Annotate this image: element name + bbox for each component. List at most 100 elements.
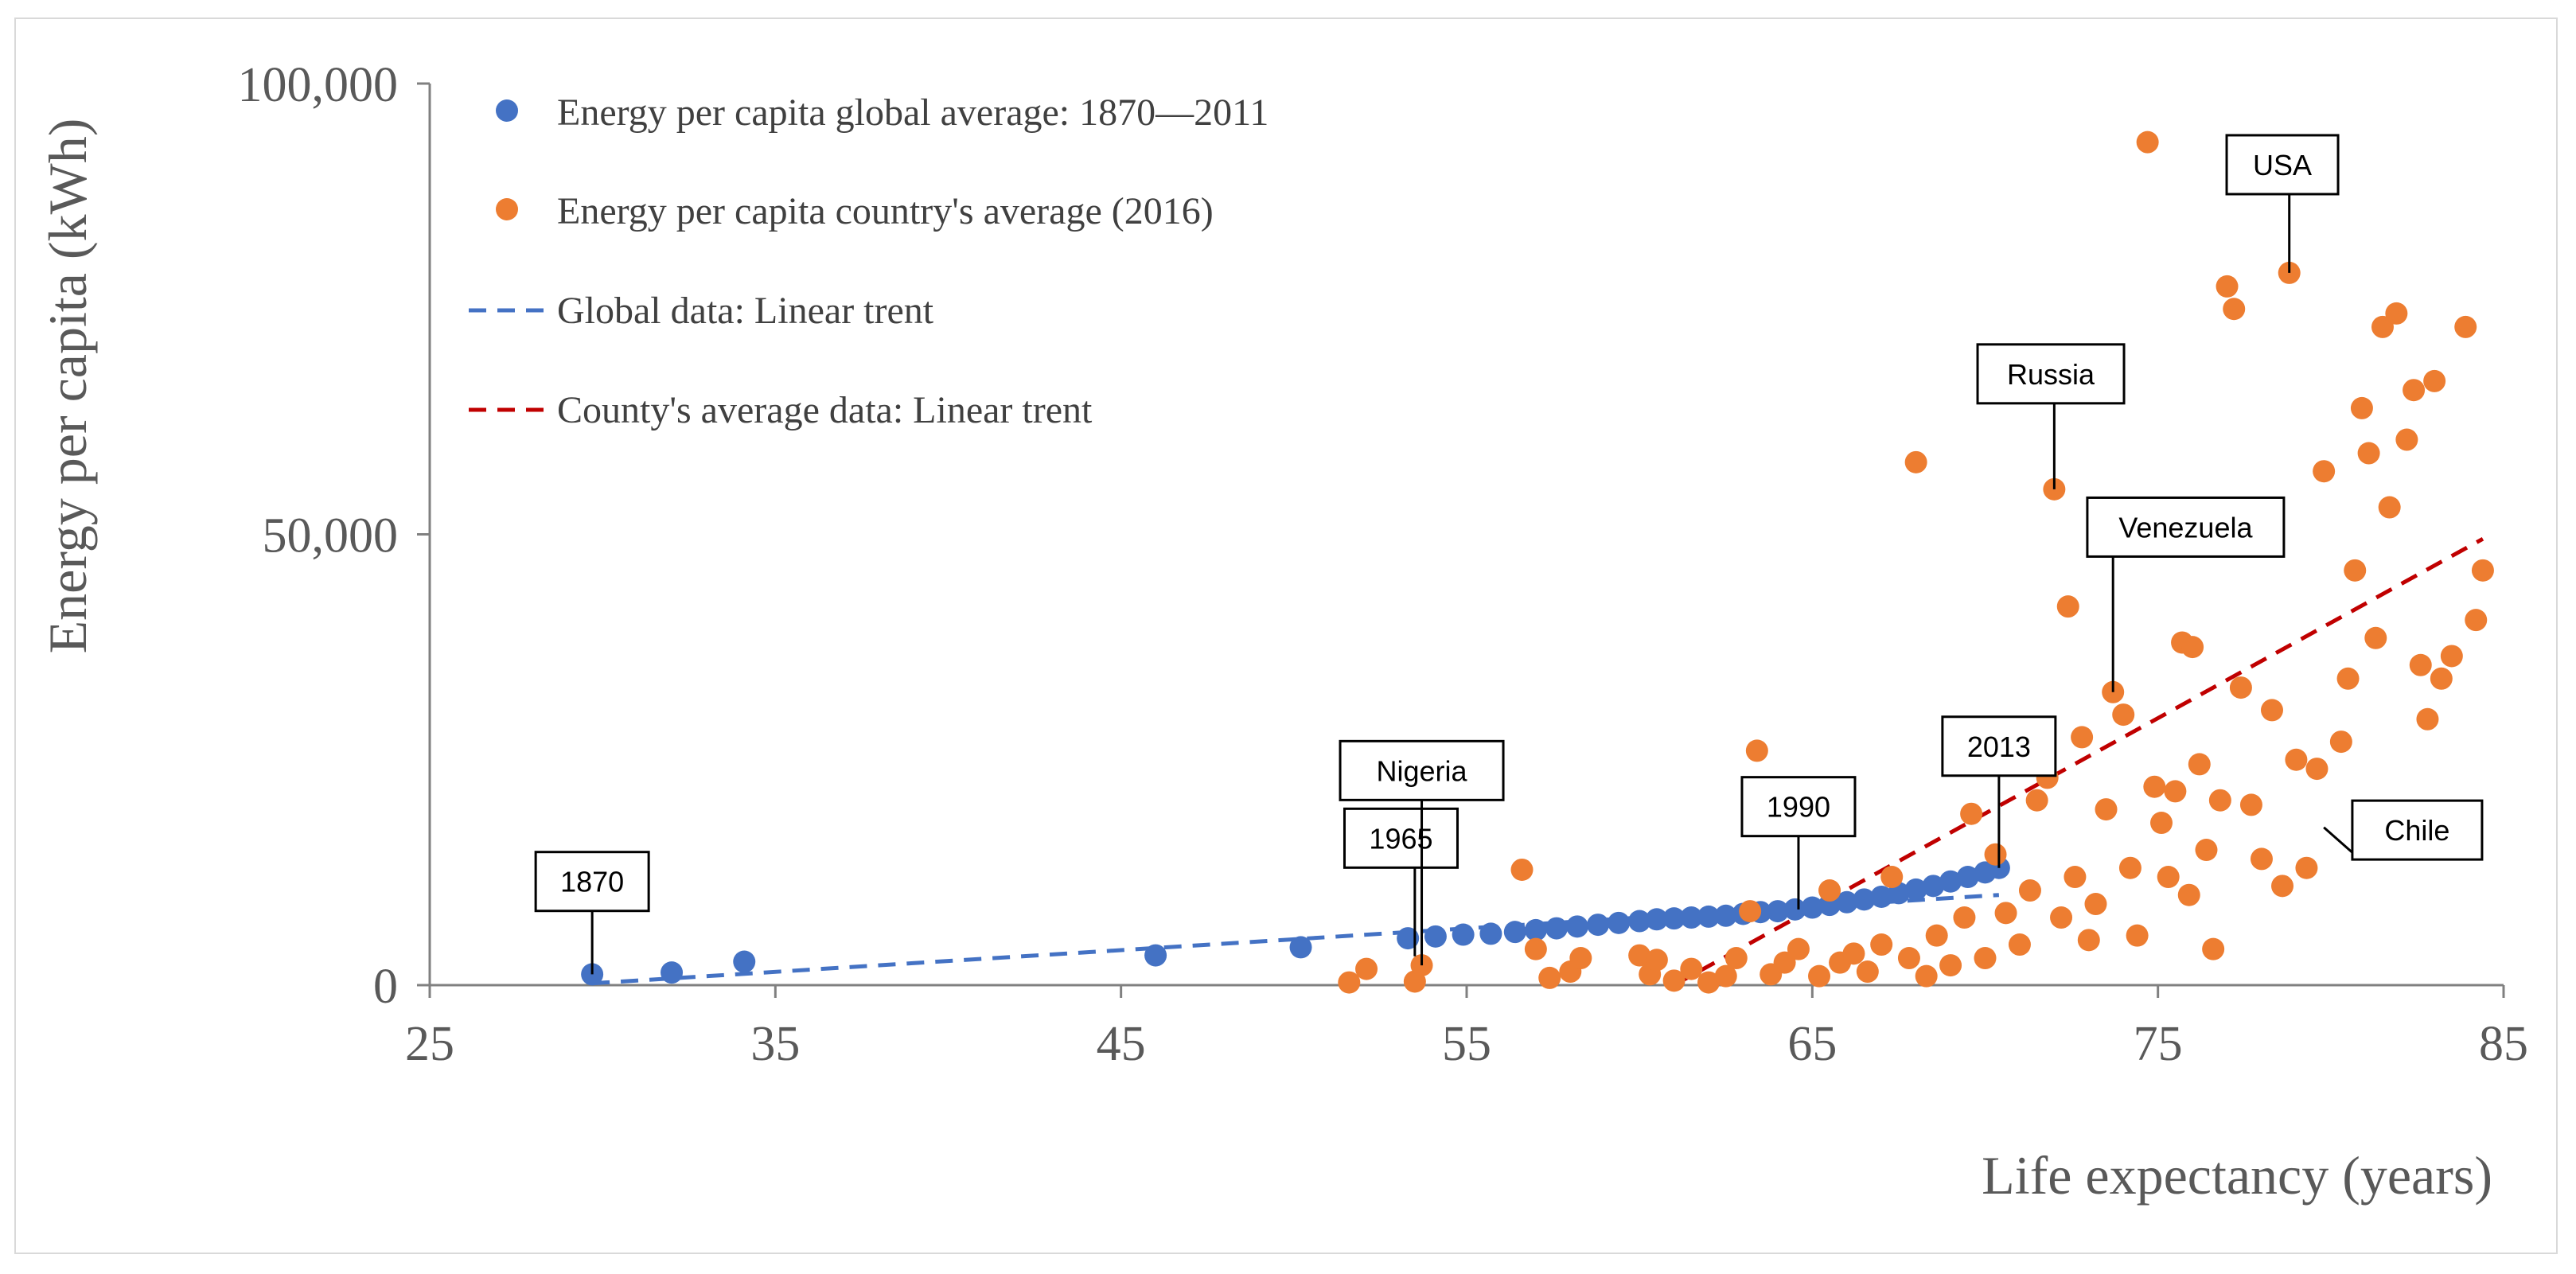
callout-label: 1870 [560, 866, 624, 898]
callout-1965: 1965 [1343, 807, 1459, 956]
country-data-point [1870, 933, 1893, 956]
global-data-point [1870, 885, 1893, 908]
callout-label: Nigeria [1377, 754, 1468, 787]
country-data-point [1808, 964, 1831, 988]
country-data-point [2008, 933, 2031, 956]
global-data-point [1565, 915, 1588, 938]
country-data-point [1739, 900, 1762, 923]
legend-marker [496, 198, 518, 220]
global-data-point [1479, 922, 1502, 945]
global-data-point [1452, 923, 1475, 946]
callout-label: 1990 [1767, 791, 1830, 824]
callout-label: Russia [2007, 358, 2095, 391]
x-tick-label: 55 [1442, 1017, 1491, 1071]
callout-1990: 1990 [1740, 776, 1857, 910]
callout-box [2225, 134, 2340, 196]
country-data-point [1773, 951, 1796, 974]
country-data-point [1355, 957, 1378, 980]
country-data-point [2177, 883, 2200, 906]
x-tick-label: 85 [2479, 1017, 2528, 1071]
global-data-point [1397, 927, 1420, 950]
chart-frame [14, 18, 2558, 1254]
global-data-point [661, 961, 684, 984]
legend-item: Energy per capita global average: 1870—2… [496, 92, 1269, 134]
x-tick-label: 65 [1787, 1017, 1837, 1071]
country-data-point [2018, 879, 2041, 902]
callout-venezuela: Venezuela [2086, 496, 2286, 692]
country-data-point [2025, 789, 2048, 812]
global-data-point [1956, 866, 1979, 889]
country-data-point [2371, 315, 2394, 338]
global-data-point [1853, 888, 1876, 911]
callout-label: Venezuela [2118, 511, 2253, 543]
country-data-point [2126, 924, 2149, 947]
country-data-point [1524, 937, 1547, 960]
x-ticks: 25 35 45 55 65 75 85 [405, 985, 2528, 1071]
country-data-point [2454, 315, 2477, 338]
callout-1870: 1870 [534, 851, 650, 975]
callout-label: USA [2253, 149, 2312, 181]
country-data-point [2395, 428, 2418, 451]
country-data-point [2239, 793, 2262, 816]
global-data-point [1524, 918, 1547, 941]
country-data-point [1724, 947, 1748, 970]
country-data-point [1842, 942, 1865, 965]
country-data-point [2077, 929, 2100, 952]
country-data-point [2181, 636, 2204, 659]
country-data-point [1974, 947, 1997, 970]
x-tick-label: 45 [1097, 1017, 1146, 1071]
callout-box [1343, 807, 1459, 869]
country-data-point [1787, 937, 1810, 960]
legend-label: County's average data: Linear trent [557, 389, 1093, 431]
country-data-point [1904, 450, 1927, 473]
global-data-point [1680, 906, 1703, 929]
global-data-point [1662, 907, 1686, 930]
country-data-point [2056, 595, 2079, 618]
country-data-point [1697, 971, 1721, 994]
callout-label: 2013 [1967, 731, 2031, 763]
country-data-point [1880, 866, 1904, 889]
global-data-point [1766, 900, 1789, 923]
country-data-point [2403, 379, 2426, 402]
x-axis-title: Life expectancy (years) [1982, 1145, 2492, 1206]
country-data-point [2409, 653, 2432, 676]
legend: Energy per capita global average: 1870—2… [469, 92, 1269, 431]
country-data-point [2050, 906, 2073, 929]
country-data-point [2195, 839, 2218, 862]
country-data-point [1680, 957, 1703, 980]
country-data-point [1984, 843, 2007, 866]
callout-chile: Chile [2323, 799, 2484, 861]
country-data-point [2350, 396, 2373, 419]
y-tick-label: 100,000 [238, 58, 399, 112]
country-data-point [2064, 866, 2087, 889]
country-data-point [2143, 775, 2166, 798]
callout-box [1740, 776, 1857, 838]
axes: 0 50,000 100,000 25 35 45 55 65 75 85 [238, 58, 2529, 1071]
callout-usa: USA [2225, 134, 2340, 273]
country-data-point [2423, 369, 2446, 392]
global-data-point [1939, 870, 1962, 893]
global-data-point [1608, 911, 1631, 934]
callout-nigeria: Nigeria [1339, 739, 1505, 966]
country-data-point [2329, 731, 2352, 754]
callout-box [1339, 739, 1505, 801]
country-data-point [2471, 559, 2494, 582]
country-data-point [2364, 626, 2387, 649]
country-data-point [1925, 924, 1948, 947]
global-data-point [1904, 878, 1927, 901]
country-data-point [1628, 944, 1651, 967]
callout-box [1976, 343, 2126, 405]
country-data-point [2071, 726, 2094, 749]
country-data-point [2150, 812, 2173, 835]
global-series [581, 856, 2010, 986]
country-data-point [2084, 893, 2107, 916]
global-data-point [1645, 908, 1668, 931]
legend-label: Global data: Linear trent [557, 290, 934, 332]
country-data-point [2336, 667, 2360, 690]
callout-2013: 2013 [1941, 715, 2057, 868]
callout-box [1941, 715, 2057, 777]
country-data-point [2344, 559, 2367, 582]
x-tick-label: 25 [405, 1017, 454, 1071]
global-data-point [1424, 925, 1447, 948]
country-data-point [2285, 748, 2308, 771]
